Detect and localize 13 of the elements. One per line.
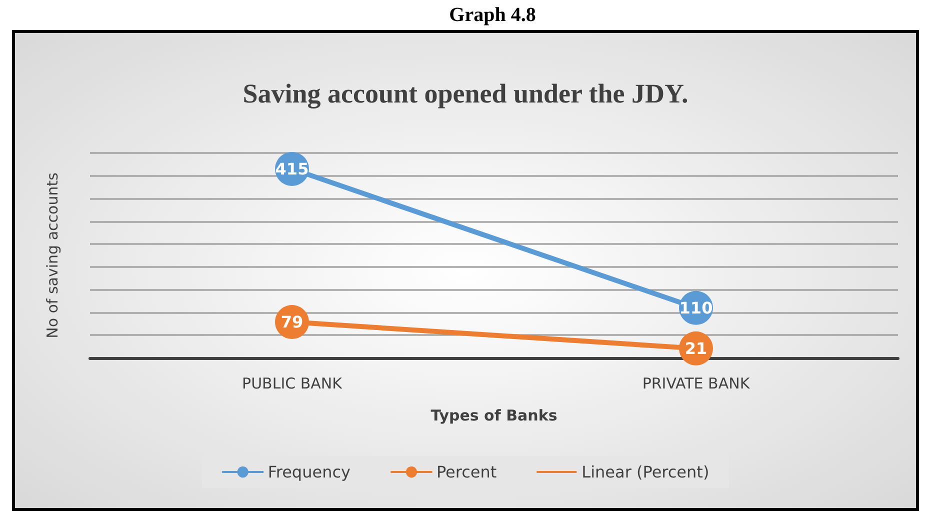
data-label: 110 — [679, 298, 713, 318]
caption: Graph 4.8 — [449, 4, 536, 26]
chart-title: Saving account opened under the JDY. — [242, 78, 688, 108]
legend-label: Linear (Percent) — [582, 462, 710, 482]
legend-label: Frequency — [268, 462, 350, 482]
x-axis-title: Types of Banks — [430, 406, 558, 424]
data-label: 79 — [280, 312, 304, 332]
data-label: 415 — [275, 159, 309, 178]
x-tick-label: PRIVATE BANK — [642, 374, 751, 392]
x-tick-label: PUBLIC BANK — [242, 374, 344, 392]
y-axis-title: No of saving accounts — [44, 172, 62, 338]
data-label: 21 — [684, 338, 708, 358]
legend-label: Percent — [436, 462, 497, 482]
